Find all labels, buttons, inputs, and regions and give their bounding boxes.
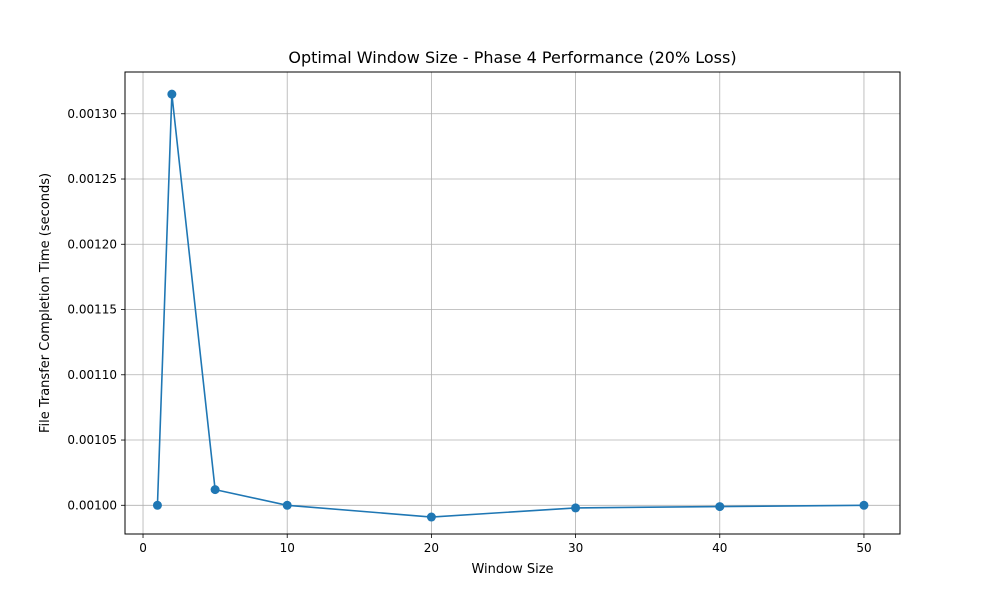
x-tick-label: 10 [280, 541, 295, 555]
data-point [571, 503, 581, 513]
y-tick-label: 0.00100 [67, 498, 117, 512]
y-tick-label: 0.00105 [67, 433, 117, 447]
data-point [210, 485, 220, 495]
data-point [426, 512, 436, 522]
x-tick-label: 0 [139, 541, 147, 555]
data-point [715, 502, 725, 512]
y-tick-label: 0.00120 [67, 237, 117, 251]
data-point [282, 500, 292, 510]
series-layer [152, 89, 869, 522]
y-tick-label: 0.00125 [67, 172, 117, 186]
x-tick-label: 50 [856, 541, 871, 555]
x-tick-label: 20 [424, 541, 439, 555]
y-axis-label: File Transfer Completion Time (seconds) [38, 173, 53, 433]
y-tick-label: 0.00130 [67, 107, 117, 121]
y-tick-label: 0.00115 [67, 303, 117, 317]
data-point [859, 500, 869, 510]
x-axis-label: Window Size [471, 562, 553, 577]
x-tick-label: 30 [568, 541, 583, 555]
series-line [156, 94, 864, 518]
data-point [152, 500, 162, 510]
y-tick-label: 0.00110 [67, 368, 117, 382]
grid-layer [125, 72, 900, 534]
plot-frame [124, 71, 901, 535]
x-tick-label: 40 [712, 541, 727, 555]
tick-layer: 0 10 20 30 40 50 0.00100 0.00105 0.00110 0.00115 0… [67, 107, 871, 555]
data-point [167, 89, 177, 99]
chart-title: Optimal Window Size - Phase 4 Performanc… [288, 48, 736, 67]
